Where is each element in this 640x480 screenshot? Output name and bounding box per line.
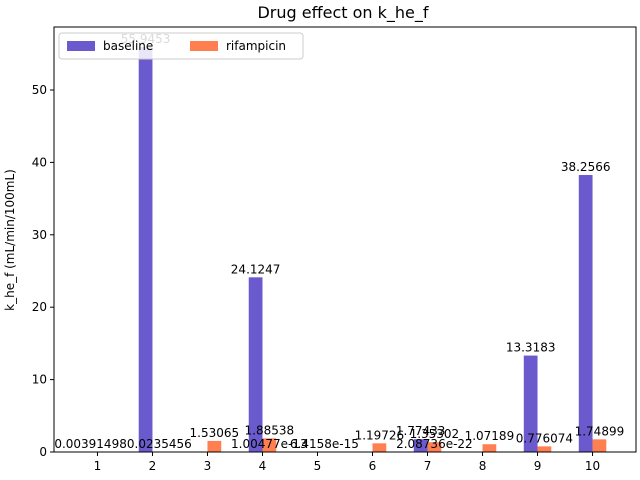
legend-label-baseline: baseline bbox=[103, 39, 153, 53]
x-tick-label: 5 bbox=[314, 459, 322, 473]
y-tick-label: 30 bbox=[32, 228, 47, 242]
bar-rifampicin-9 bbox=[537, 446, 552, 452]
bar-rifampicin-10 bbox=[592, 439, 607, 452]
data-label-rifampicin-6: 1.19726 bbox=[355, 428, 405, 442]
y-tick-label: 20 bbox=[32, 300, 47, 314]
bar-baseline-7 bbox=[413, 439, 428, 452]
y-tick-label: 10 bbox=[32, 373, 47, 387]
x-tick-label: 9 bbox=[534, 459, 542, 473]
bar-baseline-10 bbox=[578, 175, 593, 452]
legend-box bbox=[58, 32, 304, 60]
x-tick-label: 1 bbox=[94, 459, 102, 473]
data-label-rifampicin-2: 0.0235456 bbox=[127, 437, 192, 451]
data-label-rifampicin-3: 1.53065 bbox=[190, 426, 240, 440]
data-label-baseline-1: 0.00391498 bbox=[54, 437, 127, 451]
y-tick-label: 40 bbox=[32, 155, 47, 169]
x-tick-label: 4 bbox=[259, 459, 267, 473]
bar-rifampicin-4 bbox=[262, 438, 277, 452]
bar-rifampicin-6 bbox=[372, 443, 387, 452]
x-tick-label: 7 bbox=[424, 459, 432, 473]
y-tick-label: 0 bbox=[39, 445, 47, 459]
legend: baseline rifampicin bbox=[58, 32, 304, 60]
data-label-rifampicin-4: 1.88538 bbox=[245, 423, 295, 437]
bar-rifampicin-8 bbox=[482, 444, 497, 452]
x-tick-label: 8 bbox=[479, 459, 487, 473]
legend-swatch-baseline bbox=[67, 41, 95, 51]
data-label-baseline-10: 38.2566 bbox=[561, 160, 611, 174]
data-label-baseline-7: 1.77433 bbox=[396, 424, 446, 438]
x-tick-label: 10 bbox=[585, 459, 600, 473]
data-label-rifampicin-7: 1.35302 bbox=[410, 427, 460, 441]
bar-rifampicin-7 bbox=[427, 442, 442, 452]
chart-title: Drug effect on k_he_f bbox=[257, 3, 428, 23]
data-label-rifampicin-8: 1.07189 bbox=[465, 429, 515, 443]
bar-baseline-4 bbox=[248, 277, 263, 452]
data-label-rifampicin-10: 1.74899 bbox=[575, 424, 625, 438]
data-label-extra-4: 1.00477e-13 bbox=[231, 437, 308, 451]
x-tick-label: 3 bbox=[204, 459, 212, 473]
x-tick-label: 6 bbox=[369, 459, 377, 473]
data-label-extra-7: 2.08736e-22 bbox=[396, 437, 473, 451]
bar-baseline-2 bbox=[138, 46, 153, 453]
x-tick-label: 2 bbox=[149, 459, 157, 473]
bar-baseline-9 bbox=[523, 355, 538, 452]
data-label-rifampicin-9: 0.776074 bbox=[516, 431, 573, 445]
y-tick-label: 50 bbox=[32, 83, 47, 97]
legend-label-rifampicin: rifampicin bbox=[226, 39, 286, 53]
axes-frame bbox=[53, 26, 637, 453]
y-axis: 0 10 20 30 40 50 bbox=[32, 83, 54, 459]
bar-rifampicin-3 bbox=[207, 440, 222, 452]
data-label-baseline-9: 13.3183 bbox=[506, 341, 556, 355]
data-label-extra-5: 6.4158e-15 bbox=[290, 437, 359, 451]
x-axis: 1 2 3 4 5 6 7 8 9 10 bbox=[94, 452, 600, 473]
data-label-baseline-4: 24.1247 bbox=[231, 262, 281, 276]
legend-swatch-rifampicin bbox=[190, 41, 218, 51]
y-axis-label: k_he_f (mL/min/100mL) bbox=[3, 169, 17, 311]
